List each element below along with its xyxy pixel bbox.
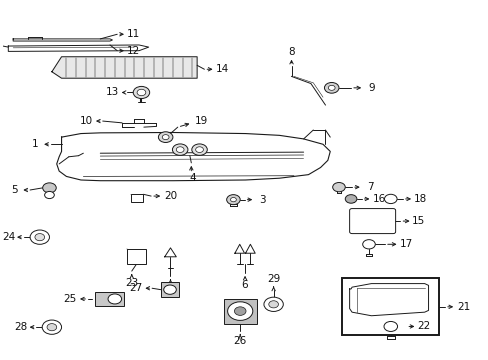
Circle shape xyxy=(162,135,169,140)
Text: 15: 15 xyxy=(411,216,425,226)
Text: 25: 25 xyxy=(63,294,77,304)
Text: 9: 9 xyxy=(367,83,374,93)
Text: 13: 13 xyxy=(105,87,119,98)
Circle shape xyxy=(345,195,356,203)
Text: 12: 12 xyxy=(126,46,140,56)
Text: 16: 16 xyxy=(372,194,385,204)
Text: 6: 6 xyxy=(241,280,248,291)
Text: 27: 27 xyxy=(129,283,142,293)
Text: 8: 8 xyxy=(287,47,294,57)
Circle shape xyxy=(195,147,203,153)
Text: 5: 5 xyxy=(11,185,18,195)
Text: 14: 14 xyxy=(215,64,228,74)
Bar xyxy=(342,278,438,336)
Circle shape xyxy=(176,147,183,153)
Text: 23: 23 xyxy=(125,278,138,288)
Circle shape xyxy=(230,198,236,202)
Circle shape xyxy=(268,301,278,308)
Circle shape xyxy=(30,230,49,244)
Circle shape xyxy=(332,183,345,192)
Circle shape xyxy=(158,132,173,143)
Text: 20: 20 xyxy=(163,191,177,201)
FancyBboxPatch shape xyxy=(349,208,395,234)
Text: 21: 21 xyxy=(456,302,469,312)
Circle shape xyxy=(35,234,44,241)
Text: 26: 26 xyxy=(233,337,246,346)
Bar xyxy=(127,249,146,264)
Circle shape xyxy=(327,85,334,90)
Bar xyxy=(161,282,179,297)
Circle shape xyxy=(47,324,57,331)
Bar xyxy=(130,194,143,202)
Text: 28: 28 xyxy=(14,322,27,332)
Circle shape xyxy=(191,144,207,156)
Text: 10: 10 xyxy=(80,116,93,126)
Bar xyxy=(95,292,123,306)
Circle shape xyxy=(362,240,374,249)
Circle shape xyxy=(234,307,245,315)
Circle shape xyxy=(264,297,283,311)
Circle shape xyxy=(384,194,396,203)
Circle shape xyxy=(383,321,397,332)
Text: 2: 2 xyxy=(167,282,173,292)
Circle shape xyxy=(226,195,240,204)
Text: 18: 18 xyxy=(413,194,427,204)
Text: 29: 29 xyxy=(266,274,280,284)
Text: 3: 3 xyxy=(259,195,265,204)
Circle shape xyxy=(133,86,149,99)
Circle shape xyxy=(44,192,54,199)
Text: 24: 24 xyxy=(2,232,16,242)
Circle shape xyxy=(172,144,187,156)
Circle shape xyxy=(324,82,338,93)
Polygon shape xyxy=(52,57,197,78)
Bar xyxy=(224,298,256,324)
Circle shape xyxy=(42,320,61,334)
Text: 11: 11 xyxy=(126,29,140,39)
Text: 4: 4 xyxy=(188,173,195,183)
Text: 17: 17 xyxy=(399,239,412,249)
Text: 7: 7 xyxy=(366,182,372,192)
Circle shape xyxy=(163,285,176,294)
Circle shape xyxy=(137,89,145,96)
Text: 19: 19 xyxy=(194,116,207,126)
Text: 22: 22 xyxy=(416,321,429,332)
Circle shape xyxy=(42,183,56,193)
Text: 1: 1 xyxy=(32,139,38,149)
Circle shape xyxy=(227,302,252,320)
Circle shape xyxy=(108,294,122,304)
